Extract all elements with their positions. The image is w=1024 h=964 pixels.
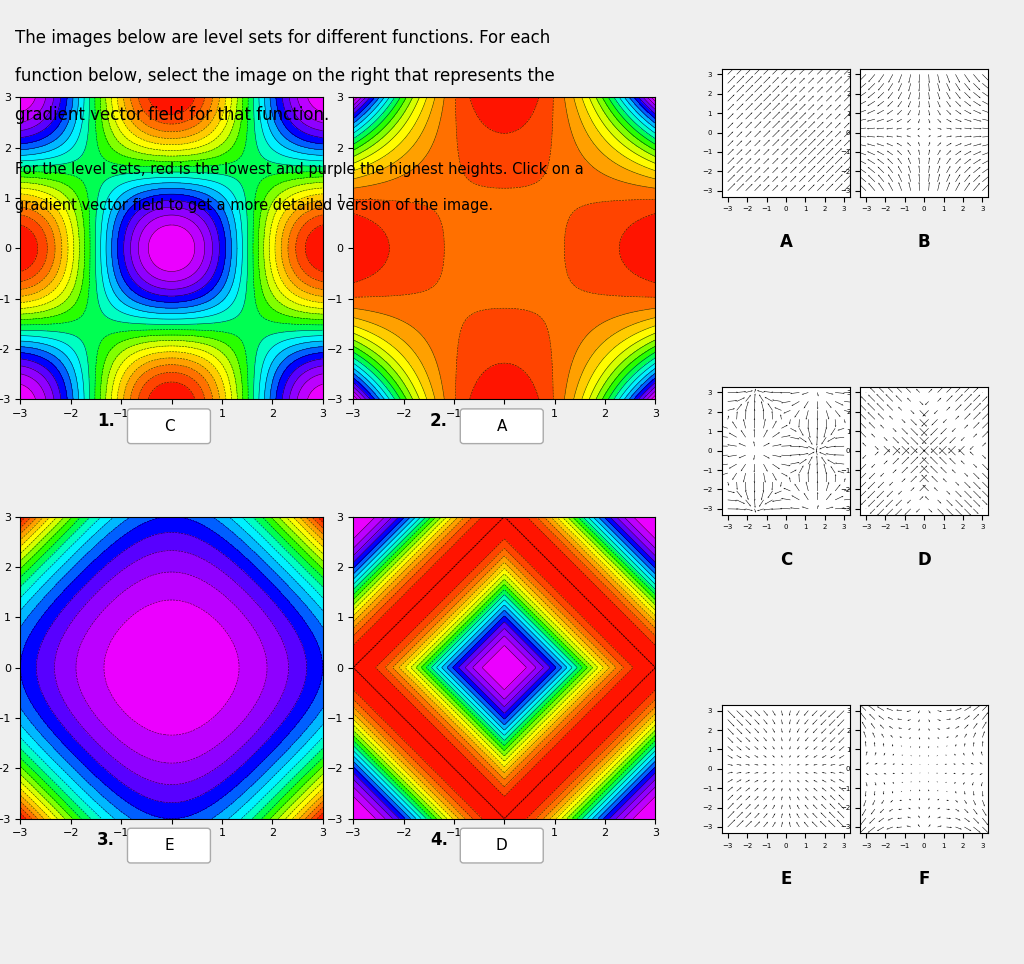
Text: gradient vector field for that function.: gradient vector field for that function. <box>15 106 330 124</box>
Text: 1.: 1. <box>97 412 116 430</box>
Text: 4.: 4. <box>430 831 447 849</box>
Text: E: E <box>780 870 792 888</box>
Text: C: C <box>164 418 174 434</box>
Text: 2.: 2. <box>430 412 447 430</box>
Text: B: B <box>918 233 931 252</box>
Text: For the level sets, red is the lowest and purple the highest heights. Click on a: For the level sets, red is the lowest an… <box>15 162 584 177</box>
Text: function below, select the image on the right that represents the: function below, select the image on the … <box>15 67 555 86</box>
Text: gradient vector field to get a more detailed version of the image.: gradient vector field to get a more deta… <box>15 198 494 213</box>
Text: C: C <box>780 551 792 570</box>
Text: E: E <box>164 838 174 853</box>
Text: A: A <box>779 233 793 252</box>
Text: D: D <box>918 551 931 570</box>
Text: The images below are level sets for different functions. For each: The images below are level sets for diff… <box>15 29 551 47</box>
Text: A: A <box>497 418 507 434</box>
Text: D: D <box>496 838 508 853</box>
Text: F: F <box>919 870 930 888</box>
Text: 3.: 3. <box>97 831 116 849</box>
